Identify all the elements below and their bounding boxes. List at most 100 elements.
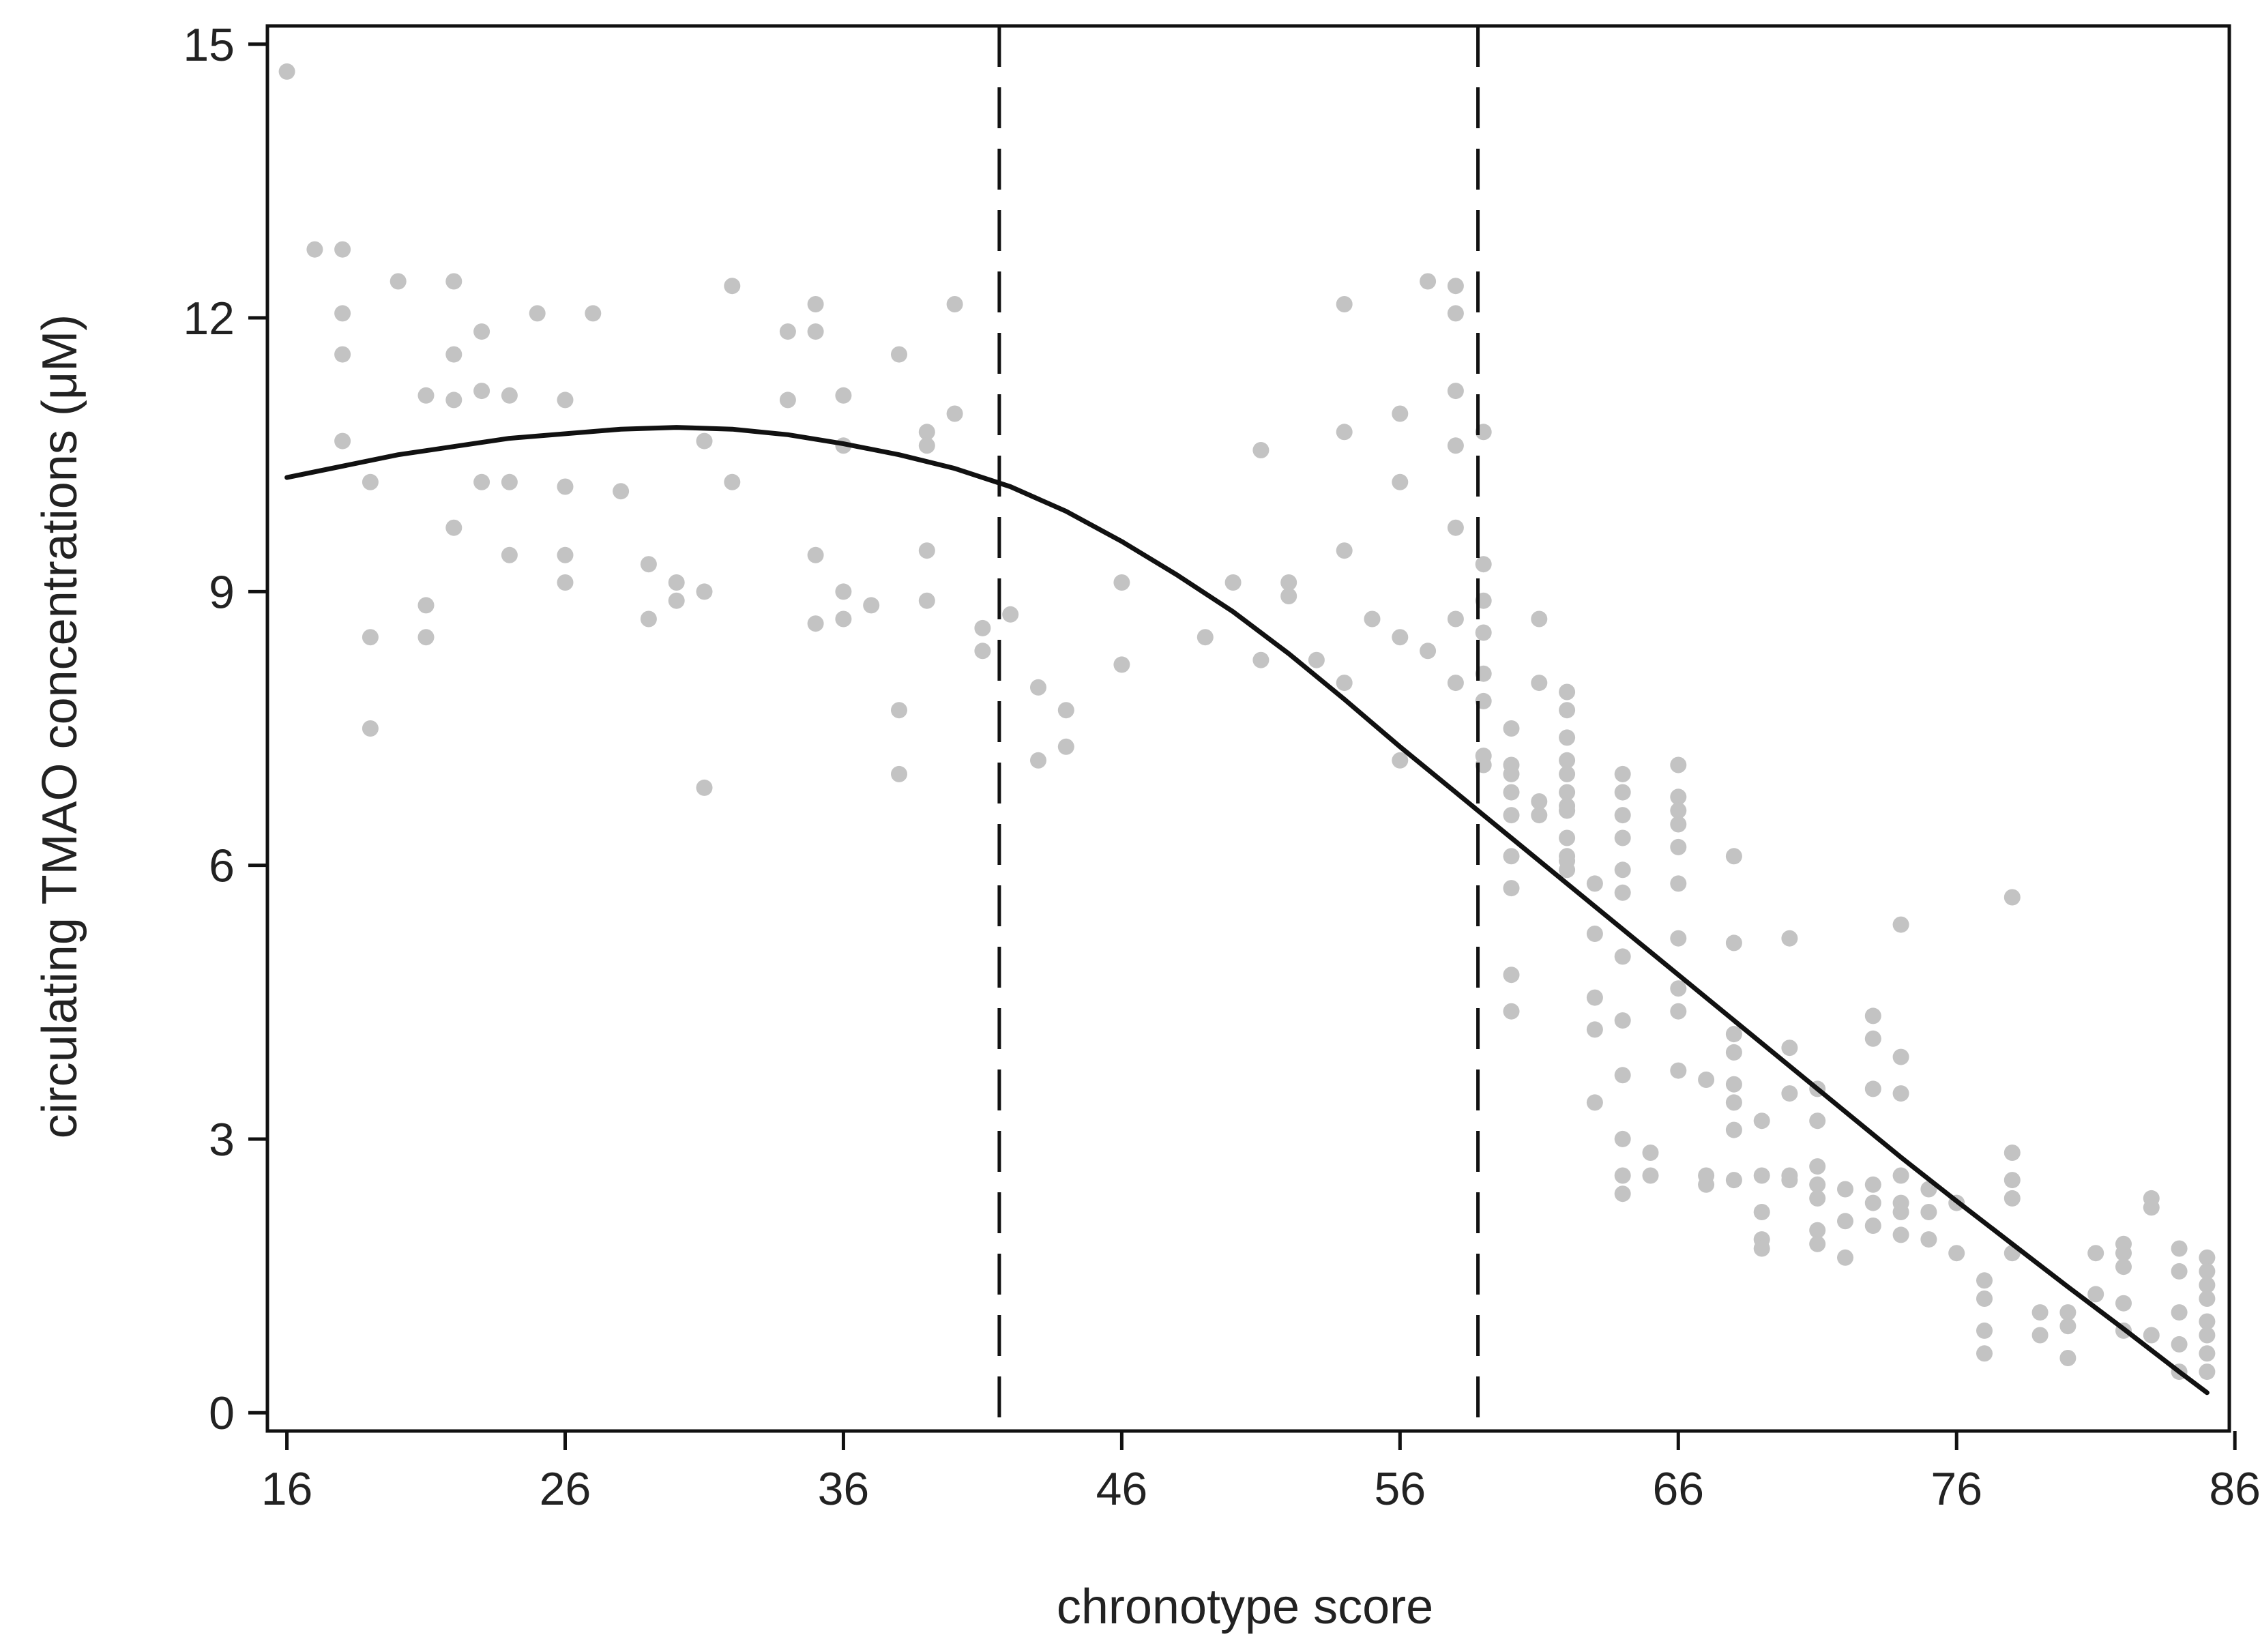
data-point [1503, 720, 1520, 737]
data-point [1113, 574, 1130, 591]
data-point [696, 432, 713, 449]
data-point [1725, 1076, 1742, 1093]
data-point [1864, 1194, 1881, 1211]
data-point [1447, 278, 1464, 295]
data-point [1559, 784, 1576, 801]
data-point [334, 346, 351, 363]
data-point [1670, 788, 1687, 806]
data-point [334, 241, 351, 258]
data-point [2115, 1245, 2132, 1262]
data-point [1531, 793, 1548, 810]
data-point [1781, 1039, 1798, 1057]
data-point [2199, 1249, 2216, 1266]
data-point [2115, 1295, 2132, 1312]
data-point [1447, 437, 1464, 454]
data-point [2031, 1327, 2049, 1344]
x-tick-label: 56 [1375, 1463, 1426, 1515]
data-point [1308, 651, 1325, 668]
data-point [918, 424, 935, 441]
data-point [1531, 675, 1548, 692]
data-point [1614, 1067, 1631, 1084]
data-point [1809, 1112, 1826, 1130]
data-point [1503, 1003, 1520, 1020]
data-point [1864, 1176, 1881, 1193]
data-point [1197, 629, 1214, 646]
data-point [1976, 1322, 1993, 1339]
data-point [1503, 765, 1520, 782]
plot-frame [265, 24, 2231, 1433]
data-point [1503, 784, 1520, 801]
data-point [501, 473, 518, 490]
data-point [1420, 273, 1437, 290]
data-point [557, 546, 574, 563]
data-point [807, 296, 824, 312]
y-tick-label: 9 [209, 566, 235, 618]
data-point [1781, 1172, 1798, 1189]
x-tick-label: 46 [1096, 1463, 1148, 1515]
data-point [1336, 296, 1353, 312]
data-point [1614, 948, 1631, 965]
data-point [1336, 675, 1353, 692]
data-point [1725, 848, 1742, 865]
data-point [807, 546, 824, 563]
data-point [1809, 1235, 1826, 1252]
data-point [1586, 1094, 1603, 1111]
data-point [1280, 588, 1297, 604]
data-point [501, 546, 518, 563]
data-point [445, 273, 463, 290]
data-point [1420, 643, 1437, 660]
data-point [891, 346, 907, 363]
data-point [1392, 405, 1409, 422]
data-point [1670, 756, 1687, 773]
data-point [863, 597, 880, 614]
data-point [306, 241, 323, 258]
data-point [1614, 784, 1631, 801]
data-point [1057, 738, 1074, 755]
data-point [1725, 1121, 1742, 1138]
data-point [1670, 875, 1687, 892]
data-point [1503, 807, 1520, 824]
data-point [1725, 934, 1742, 952]
data-point [779, 392, 796, 409]
data-point [278, 63, 295, 80]
data-point [2087, 1245, 2104, 1262]
data-point [1559, 702, 1576, 719]
data-point [1447, 610, 1464, 628]
data-point [918, 542, 935, 559]
x-tick-label: 26 [540, 1463, 591, 1515]
data-point [2143, 1327, 2160, 1344]
data-point [613, 483, 630, 500]
data-point [1837, 1213, 1853, 1230]
data-point [1837, 1181, 1853, 1198]
data-point [2004, 1190, 2021, 1207]
data-point [1392, 473, 1409, 490]
y-axis-label: circulating TMAO concentrations (μM) [33, 314, 87, 1139]
data-point [473, 473, 490, 490]
data-point [585, 305, 602, 322]
data-point [1559, 765, 1576, 782]
data-point [1614, 829, 1631, 846]
data-point [1614, 1185, 1631, 1203]
data-point [2199, 1277, 2216, 1293]
data-point [668, 592, 685, 609]
data-point [1864, 1007, 1881, 1024]
x-axis-ticks: 16 26 36 46 56 66 76 86 [261, 1431, 2260, 1515]
data-point [1725, 1044, 1742, 1061]
data-point [1614, 1130, 1631, 1147]
data-point [1503, 880, 1520, 897]
data-point [1892, 1204, 1909, 1220]
data-point [417, 597, 435, 614]
data-point [1753, 1240, 1770, 1257]
data-point [1559, 752, 1576, 769]
data-point [362, 473, 379, 490]
data-point [1586, 926, 1603, 942]
data-point [1336, 542, 1353, 559]
data-point [1864, 1218, 1881, 1234]
data-point [696, 583, 713, 600]
data-point [1670, 838, 1687, 855]
data-point [2199, 1263, 2216, 1280]
data-point [1837, 1249, 1853, 1266]
data-point [1725, 1026, 1742, 1043]
data-point [1336, 424, 1353, 441]
data-point [1614, 765, 1631, 782]
